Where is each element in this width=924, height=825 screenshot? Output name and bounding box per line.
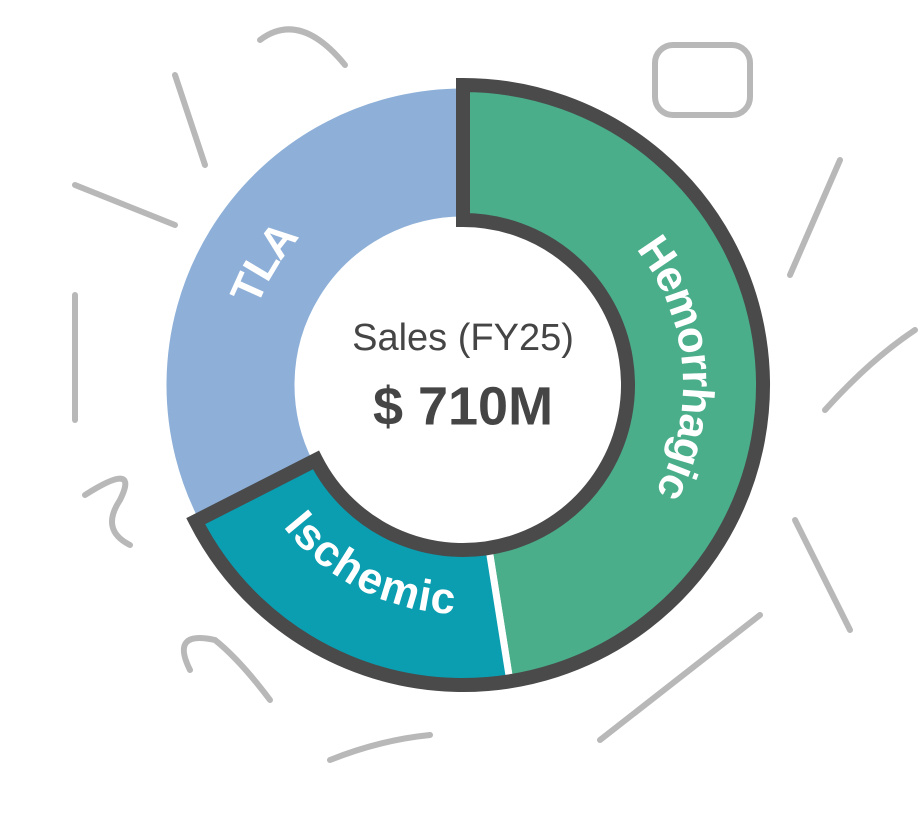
device-coil — [184, 638, 270, 700]
device-stent-2 — [790, 160, 840, 275]
device-catheter — [175, 75, 205, 165]
center-value: $ 710M — [373, 376, 553, 436]
device-wire — [260, 29, 345, 65]
device-spring — [825, 330, 915, 410]
device-loop — [85, 479, 130, 545]
center-title: Sales (FY25) — [352, 317, 574, 359]
device-stent — [75, 185, 175, 225]
chart: HemorrhagicIschemicTLA Sales (FY25) $ 71… — [0, 0, 924, 825]
device-chain — [330, 735, 430, 760]
device-stent-3 — [795, 520, 850, 630]
device-mesh — [655, 45, 750, 115]
